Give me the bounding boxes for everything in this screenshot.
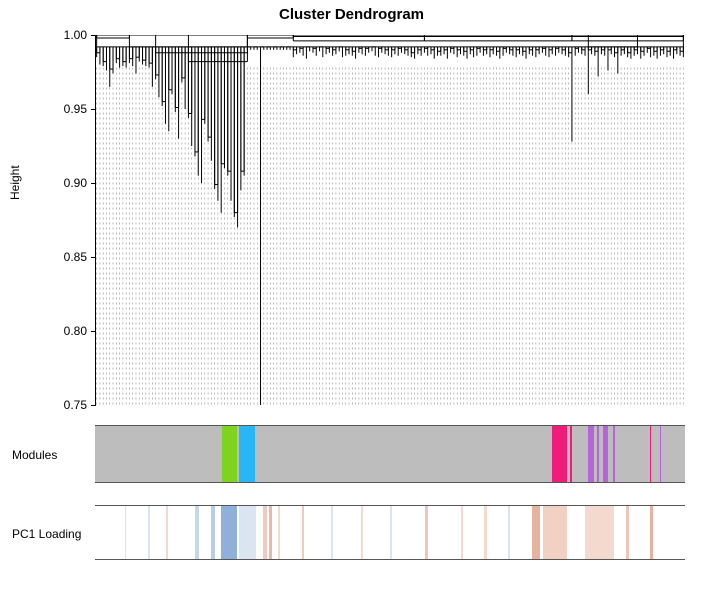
band-stripe — [650, 506, 653, 559]
band-stripe — [588, 426, 594, 482]
band-stripe — [613, 426, 615, 482]
band-stripe — [221, 506, 237, 559]
band-stripe — [552, 426, 567, 482]
plot-title: Cluster Dendrogram — [0, 6, 703, 23]
band-stripe — [278, 506, 280, 559]
band-stripe — [361, 506, 363, 559]
band-stripe — [269, 506, 272, 559]
band-stripe — [603, 426, 608, 482]
band-stripe — [239, 506, 256, 559]
dendrogram-svg — [95, 35, 685, 405]
band-stripe — [660, 426, 661, 482]
band-stripe — [425, 506, 428, 559]
band-stripe — [125, 506, 127, 559]
band-stripe — [484, 506, 486, 559]
dendrogram-plot-area — [95, 35, 685, 405]
y-tick-label: 0.95 — [64, 102, 87, 116]
figure: Cluster Dendrogram Height 0.75 0.80 0.85 0.… — [0, 0, 703, 595]
y-tick-label: 1.00 — [64, 28, 87, 42]
band-stripe — [211, 506, 215, 559]
y-tick-label: 0.80 — [64, 324, 87, 338]
y-tick-label: 0.75 — [64, 398, 87, 412]
band-stripe — [585, 506, 615, 559]
band-stripe — [532, 506, 541, 559]
y-tick-label: 0.90 — [64, 176, 87, 190]
band-stripe — [263, 506, 267, 559]
y-axis-label: Height — [8, 165, 22, 200]
band-stripe — [166, 506, 168, 559]
band-stripe — [195, 506, 199, 559]
band-stripe — [626, 506, 629, 559]
band-stripe — [239, 426, 256, 482]
modules-color-band — [95, 425, 685, 483]
pc1-band-label: PC1 Loading — [12, 527, 81, 541]
band-stripe — [331, 506, 333, 559]
band-stripe — [543, 506, 567, 559]
band-stripe — [508, 506, 510, 559]
band-stripe — [461, 506, 463, 559]
dendrogram-branches — [97, 35, 684, 405]
band-stripe — [222, 426, 237, 482]
band-stripe — [597, 426, 599, 482]
y-tick-label: 0.85 — [64, 250, 87, 264]
leaf-guide-lines — [97, 68, 684, 405]
pc1-loading-band — [95, 505, 685, 560]
modules-band-label: Modules — [12, 448, 57, 462]
band-stripe — [390, 506, 392, 559]
band-stripe — [148, 506, 150, 559]
band-stripe — [650, 426, 651, 482]
y-axis: 0.750.800.850.900.951.00 — [55, 35, 95, 405]
band-stripe — [570, 426, 572, 482]
band-stripe — [302, 506, 304, 559]
